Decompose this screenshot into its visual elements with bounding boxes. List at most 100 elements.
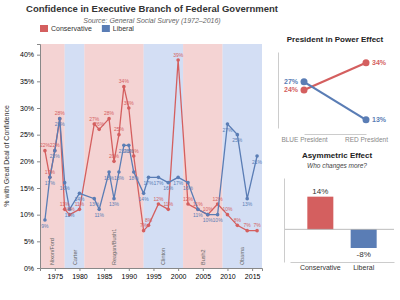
data-label: 7% bbox=[244, 222, 252, 228]
title: Asymmetric Effect bbox=[302, 151, 373, 160]
series-marker bbox=[216, 213, 220, 217]
series-marker bbox=[107, 117, 111, 121]
series-marker bbox=[63, 181, 67, 185]
era-band bbox=[223, 44, 262, 268]
data-label: 22% bbox=[50, 153, 61, 159]
series-marker bbox=[48, 176, 52, 180]
data-label: 25% bbox=[114, 126, 125, 132]
series-marker bbox=[196, 208, 200, 212]
series-marker bbox=[226, 213, 230, 217]
subtitle: Source: General Social Survey (1972–2016… bbox=[83, 17, 220, 25]
x-axis-tick: 2010 bbox=[220, 268, 236, 280]
y-axis-tick: 10% bbox=[20, 211, 40, 218]
series-marker bbox=[53, 149, 57, 153]
plot-area bbox=[40, 44, 262, 268]
data-label: 11% bbox=[163, 201, 173, 207]
series-marker bbox=[236, 224, 240, 228]
series-marker bbox=[176, 58, 180, 62]
bar bbox=[307, 197, 333, 230]
series-marker bbox=[122, 85, 126, 89]
series-marker bbox=[97, 208, 101, 212]
series-marker bbox=[301, 78, 308, 85]
data-label: 11% bbox=[193, 212, 203, 218]
y-axis-tick-label: 40% bbox=[20, 51, 34, 58]
era-label: Carter bbox=[72, 250, 78, 265]
legend: Conservative Liberal bbox=[40, 25, 134, 32]
y-axis-tick-mark bbox=[37, 55, 40, 56]
y-axis-tick: 35% bbox=[20, 78, 40, 85]
chart-svg: Confidence in Executive Branch of Federa… bbox=[0, 0, 400, 300]
series-marker bbox=[43, 218, 47, 222]
y-axis bbox=[278, 53, 279, 129]
data-label: 16% bbox=[163, 185, 174, 191]
era-label: Bush2 bbox=[200, 249, 206, 265]
y-axis-tick-mark bbox=[37, 188, 40, 189]
era-label: Clinton bbox=[160, 248, 166, 265]
era-band bbox=[40, 44, 65, 268]
data-label: 7% bbox=[140, 222, 148, 228]
data-label: 23% bbox=[124, 148, 135, 154]
y-axis-tick-mark bbox=[37, 268, 40, 269]
data-label: 34% bbox=[119, 78, 130, 84]
series-marker bbox=[142, 229, 146, 233]
data-label: 11% bbox=[94, 212, 104, 218]
x-axis-tick: BLUE President bbox=[281, 134, 327, 143]
y-axis-tick-label: 35% bbox=[20, 78, 34, 85]
legend-swatch bbox=[40, 25, 48, 32]
x-axis-tick-mark bbox=[55, 268, 56, 271]
data-label: 7% bbox=[253, 222, 261, 228]
legend-swatch bbox=[102, 25, 110, 32]
data-label: 13% bbox=[109, 201, 120, 207]
series-line bbox=[45, 119, 257, 220]
x-axis-tick-mark bbox=[203, 268, 204, 271]
y-axis-tick-label: 10% bbox=[20, 211, 34, 218]
bar bbox=[351, 229, 377, 248]
series-marker bbox=[127, 106, 131, 110]
data-label: 12% bbox=[213, 196, 224, 202]
era-label: Reagan/Bush1 bbox=[111, 229, 117, 265]
series-marker bbox=[236, 133, 240, 137]
x-axis-tick-label: 1995 bbox=[146, 273, 162, 280]
x-axis-line bbox=[291, 262, 395, 263]
series-line bbox=[304, 63, 366, 90]
y-axis-tick: 20% bbox=[20, 158, 40, 165]
y-axis-line bbox=[37, 45, 41, 269]
x-axis-tick-label: 1990 bbox=[122, 273, 138, 280]
x-axis-tick-label: Conservative bbox=[300, 264, 341, 271]
data-label: 39% bbox=[173, 52, 184, 58]
legend-item: Liberal bbox=[102, 25, 134, 32]
series-marker bbox=[245, 229, 249, 233]
x-axis-tick: 2015 bbox=[245, 268, 261, 280]
x-axis-tick: 2000 bbox=[171, 268, 187, 280]
data-label: 18% bbox=[129, 175, 140, 181]
series-marker bbox=[255, 229, 259, 233]
data-label: 26% bbox=[94, 121, 105, 127]
x-axis-tick-label: 2005 bbox=[196, 273, 212, 280]
series-marker bbox=[112, 160, 116, 164]
series-marker bbox=[206, 213, 210, 217]
x-axis: BLUE PresidentRED President bbox=[281, 134, 388, 143]
series-marker bbox=[107, 170, 111, 174]
legend-item: Conservative bbox=[40, 25, 92, 32]
x-axis-tick-label: 1980 bbox=[72, 273, 88, 280]
data-label: 17% bbox=[45, 180, 56, 186]
series-marker bbox=[92, 197, 96, 201]
data-label: 27% bbox=[222, 127, 233, 133]
series-marker bbox=[157, 176, 161, 180]
data-label: 12% bbox=[183, 196, 194, 202]
y-axis-tick-label: 5% bbox=[24, 238, 34, 245]
x-axis-tick-mark bbox=[129, 268, 130, 271]
series-marker bbox=[196, 208, 200, 212]
era-band bbox=[65, 44, 85, 268]
x-axis-tick-label: 1975 bbox=[48, 273, 64, 280]
labels: Nixon/FordCarterReagan/Bush1ClintonBush2… bbox=[40, 52, 263, 266]
y-axis-tick-label: 0% bbox=[24, 265, 34, 272]
x-axis-line bbox=[41, 269, 263, 272]
series-marker bbox=[363, 59, 370, 66]
x-axis-tick-mark bbox=[178, 268, 179, 271]
labels: 24%34%27%13% bbox=[284, 59, 387, 123]
series-marker bbox=[301, 87, 308, 94]
y-axis-line bbox=[284, 179, 285, 263]
series-marker bbox=[186, 181, 190, 185]
x-axis-tick: Liberal bbox=[353, 262, 374, 271]
